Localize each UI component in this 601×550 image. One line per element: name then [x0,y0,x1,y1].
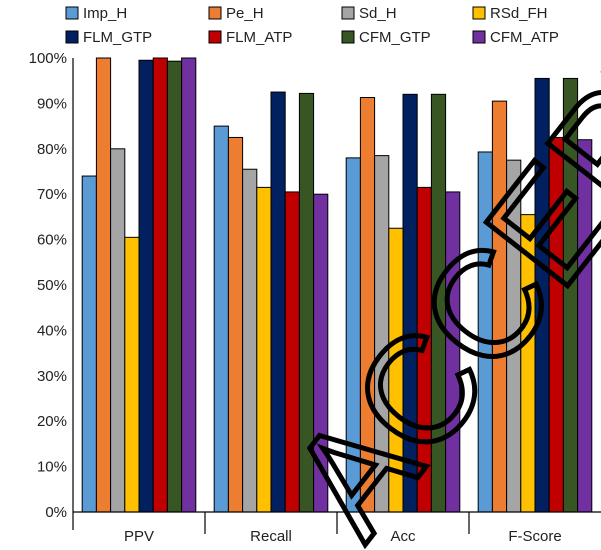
bar [213,125,229,513]
legend-label: FLM_GTP [83,29,152,46]
legend-item: FLM_GTP [65,29,152,46]
bar [110,148,126,513]
x-tick-label: PPV [124,528,154,545]
legend-swatch [208,6,222,20]
legend-item: RSd_FH [472,5,548,22]
y-tick-label: 100% [29,50,67,67]
bar [242,168,258,513]
legend-swatch [472,30,486,44]
legend-item: Pe_H [208,5,264,22]
y-tick-label: 70% [37,186,67,203]
legend-swatch [65,30,79,44]
legend-swatch [341,6,355,20]
y-tick-label: 40% [37,322,67,339]
bar-group [477,77,593,513]
bar [81,175,97,513]
bar [227,136,244,513]
legend-item: CFM_ATP [472,29,559,46]
legend-label: CFM_ATP [490,29,559,46]
bar [152,57,168,513]
legend-label: Sd_H [359,5,397,22]
legend-label: CFM_GTP [359,29,431,46]
y-tick-label: 60% [37,232,67,249]
y-axis: 0% 10% 20% 30% 40% 50% 60% 70% 80% 90% 100% [29,50,67,521]
bar-series [81,57,593,513]
legend-swatch [472,6,486,20]
legend-label: Imp_H [83,5,127,22]
legend-label: RSd_FH [490,5,548,22]
x-axis: PPV Recall Acc F-Score [72,58,601,545]
x-tick-label: Recall [250,528,292,545]
y-tick-label: 50% [37,277,67,294]
y-tick-label: 30% [37,368,67,385]
legend-swatch [65,6,79,20]
x-tick-label: Acc [390,528,416,545]
legend-item: Imp_H [65,5,127,22]
chart-legend: Imp_H Pe_H Sd_H RSd_FH FLM_GTP FLM_ATP CFM_GTP… [65,5,559,46]
y-tick-label: 80% [37,141,67,158]
legend-item: FLM_ATP [208,29,292,46]
legend-swatch [208,30,222,44]
legend-label: FLM_ATP [226,29,292,46]
legend-label: Pe_H [226,5,264,22]
legend-item: CFM_GTP [341,29,431,46]
bar [138,59,154,513]
x-tick-label: F-Score [508,528,561,545]
bar [95,57,112,513]
bar [181,57,197,513]
y-tick-label: 10% [37,459,67,476]
bar-group [345,93,461,513]
y-tick-label: 20% [37,413,67,430]
bar [124,236,140,513]
legend-swatch [341,30,355,44]
legend-item: Sd_H [341,5,397,22]
y-tick-label: 90% [37,95,67,112]
bar [166,60,183,513]
y-tick-label: 0% [45,504,67,521]
bar-group [81,57,197,513]
